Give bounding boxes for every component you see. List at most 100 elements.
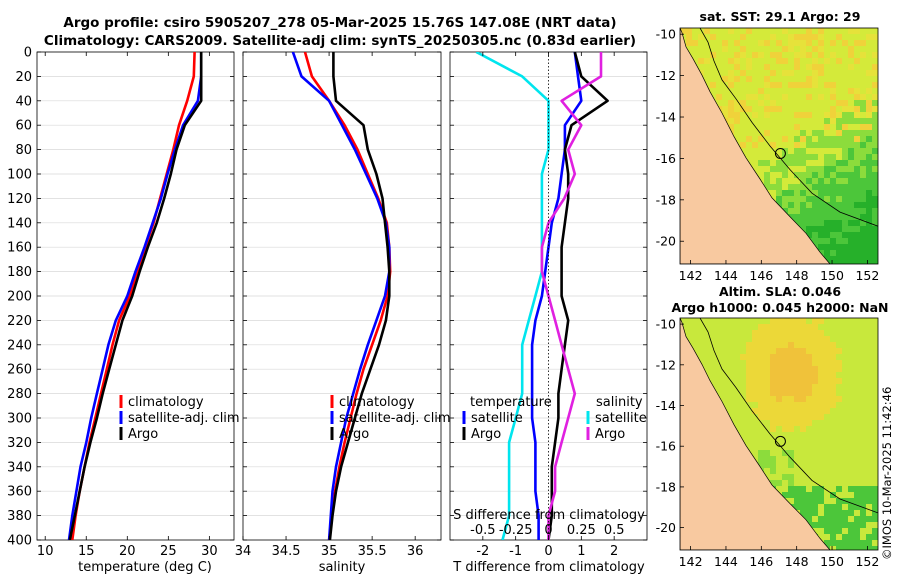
data-cell xyxy=(740,46,746,52)
data-cell xyxy=(830,396,836,402)
data-cell xyxy=(848,522,854,528)
data-cell xyxy=(788,348,794,354)
data-cell xyxy=(818,396,824,402)
data-cell xyxy=(830,88,836,94)
data-cell xyxy=(794,154,800,160)
legend-label-t-satellite: satellite xyxy=(471,411,523,426)
data-cell xyxy=(794,414,800,420)
data-cell xyxy=(788,46,794,52)
data-cell xyxy=(800,486,806,492)
data-cell xyxy=(848,534,854,540)
data-cell xyxy=(812,522,818,528)
data-cell xyxy=(842,214,848,220)
data-cell xyxy=(848,504,854,510)
data-cell xyxy=(770,360,776,366)
data-cell xyxy=(836,100,842,106)
data-cell xyxy=(812,238,818,244)
data-cell xyxy=(812,318,818,324)
data-cell xyxy=(770,372,776,378)
data-cell xyxy=(866,486,872,492)
data-cell xyxy=(812,46,818,52)
data-cell xyxy=(806,516,812,522)
data-cell xyxy=(854,88,860,94)
data-cell xyxy=(728,58,734,64)
data-cell xyxy=(830,256,836,262)
legend-label-s-satellite: satellite xyxy=(595,411,647,426)
data-cell xyxy=(830,342,836,348)
data-cell xyxy=(854,492,860,498)
y-tick-label: 20 xyxy=(15,70,32,85)
legend-label-climatology: climatology xyxy=(128,395,204,410)
data-cell xyxy=(776,420,782,426)
data-cell xyxy=(794,58,800,64)
data-cell xyxy=(776,414,782,420)
data-cell xyxy=(818,130,824,136)
data-cell xyxy=(782,426,788,432)
timestamp-stamp: ©IMOS 10-Mar-2025 11:42:46 xyxy=(880,386,894,560)
data-cell xyxy=(758,462,764,468)
data-cell xyxy=(860,262,866,264)
data-cell xyxy=(758,378,764,384)
legend-label-climatology: climatology xyxy=(339,395,415,410)
data-cell xyxy=(872,184,878,190)
data-cell xyxy=(812,226,818,232)
data-cell xyxy=(842,166,848,172)
data-cell xyxy=(734,100,740,106)
data-cell xyxy=(812,486,818,492)
salinity-grid xyxy=(243,76,441,516)
data-cell xyxy=(800,148,806,154)
y-tick-label: 180 xyxy=(7,265,32,280)
data-cell xyxy=(770,426,776,432)
data-cell xyxy=(806,408,812,414)
data-cell xyxy=(836,244,842,250)
data-cell xyxy=(848,64,854,70)
data-cell xyxy=(854,184,860,190)
data-cell xyxy=(764,336,770,342)
data-cell xyxy=(842,226,848,232)
data-cell xyxy=(848,112,854,118)
data-cell xyxy=(836,196,842,202)
data-cell xyxy=(806,402,812,408)
data-cell xyxy=(872,238,878,244)
data-cell xyxy=(872,100,878,106)
data-cell xyxy=(776,402,782,408)
data-cell xyxy=(842,178,848,184)
data-cell xyxy=(842,160,848,166)
map-y-tick-label: -18 xyxy=(656,192,676,207)
data-cell xyxy=(800,136,806,142)
data-cell xyxy=(860,52,866,58)
data-cell xyxy=(866,202,872,208)
data-cell xyxy=(806,324,812,330)
data-cell xyxy=(848,184,854,190)
data-cell xyxy=(746,390,752,396)
data-cell xyxy=(812,190,818,196)
data-cell xyxy=(770,480,776,486)
data-cell xyxy=(740,354,746,360)
data-cell xyxy=(794,366,800,372)
data-cell xyxy=(818,52,824,58)
x-tick-label: 10 xyxy=(37,544,54,559)
data-cell xyxy=(776,190,782,196)
data-cell xyxy=(872,534,878,540)
data-cell xyxy=(848,166,854,172)
data-cell xyxy=(830,196,836,202)
map-y-tick-label: -12 xyxy=(656,68,676,83)
data-cell xyxy=(770,408,776,414)
data-cell xyxy=(860,178,866,184)
data-cell xyxy=(860,136,866,142)
data-cell xyxy=(830,540,836,546)
data-cell xyxy=(782,160,788,166)
data-cell xyxy=(830,82,836,88)
s-diff-tick-label: 0.25 xyxy=(567,523,596,538)
data-cell xyxy=(794,136,800,142)
data-cell xyxy=(830,190,836,196)
data-cell xyxy=(812,232,818,238)
data-cell xyxy=(812,384,818,390)
data-cell xyxy=(860,196,866,202)
data-cell xyxy=(794,504,800,510)
legend-label-argo: Argo xyxy=(128,427,158,442)
data-cell xyxy=(806,154,812,160)
data-cell xyxy=(824,366,830,372)
data-cell xyxy=(794,402,800,408)
data-cell xyxy=(806,64,812,70)
